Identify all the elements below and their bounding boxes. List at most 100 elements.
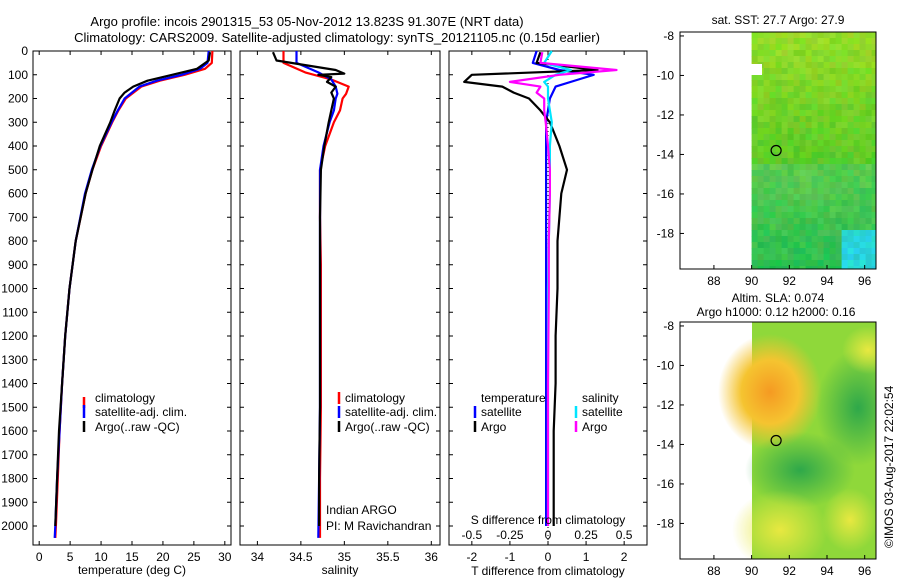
- sst-cell: [775, 110, 783, 117]
- sst-cell: [859, 122, 867, 129]
- sst-cell: [853, 74, 861, 81]
- sst-cell: [769, 164, 777, 171]
- sst-cell: [859, 50, 867, 57]
- sst-cell: [751, 164, 759, 171]
- sst-cell: [853, 62, 861, 69]
- longitude-tick-label: 88: [707, 564, 721, 578]
- sst-cell: [859, 62, 867, 69]
- sst-cell: [835, 74, 843, 81]
- sst-cell: [847, 116, 855, 123]
- sst-cell: [811, 254, 819, 261]
- sst-cell: [871, 254, 876, 261]
- sst-cell: [853, 50, 861, 57]
- sst-cell: [763, 98, 771, 105]
- sst-cell: [847, 236, 855, 243]
- sst-cell: [841, 236, 849, 243]
- sst-cell: [829, 188, 837, 195]
- sst-cell: [793, 230, 801, 237]
- sst-heatmap: [751, 32, 876, 269]
- sst-cell: [835, 182, 843, 189]
- sst-cell: [757, 86, 765, 93]
- sst-cell: [841, 110, 849, 117]
- sst-cell: [793, 266, 801, 269]
- sst-cell: [751, 194, 759, 201]
- sst-cell: [763, 170, 771, 177]
- sst-cell: [865, 218, 873, 225]
- sst-cell: [763, 122, 771, 129]
- sst-cell: [829, 200, 837, 207]
- longitude-tick-label: 94: [820, 274, 834, 288]
- sst-cell: [757, 146, 765, 153]
- sst-cell: [871, 194, 876, 201]
- sst-cell: [841, 254, 849, 261]
- sst-cell: [847, 260, 855, 267]
- sst-cell: [847, 170, 855, 177]
- sst-cell: [787, 38, 795, 45]
- sst-cell: [781, 164, 789, 171]
- sst-cell: [829, 212, 837, 219]
- sla-mid-anomaly-southeast: [822, 488, 876, 552]
- sst-cell: [781, 242, 789, 249]
- sst-cell: [787, 140, 795, 147]
- x-tick-label: 2: [621, 550, 628, 564]
- sst-cell: [859, 134, 867, 141]
- sst-cell: [853, 176, 861, 183]
- sst-cell: [817, 158, 825, 165]
- sst-cell: [841, 230, 849, 237]
- sst-cell: [823, 134, 831, 141]
- depth-tick-label: 900: [8, 258, 28, 272]
- sst-cell: [799, 38, 807, 45]
- sst-cell: [805, 56, 813, 63]
- latitude-tick-label: -8: [663, 319, 674, 333]
- sst-cell: [835, 266, 843, 269]
- sst-cell: [853, 122, 861, 129]
- sst-cell: [781, 122, 789, 129]
- sst-cell: [847, 32, 855, 39]
- sst-cell: [793, 110, 801, 117]
- sst-cell: [799, 32, 807, 39]
- sst-cell: [871, 146, 876, 153]
- temperature-panel: 0100200300400500600700800900100011001200…: [1, 44, 232, 577]
- sst-cell: [847, 164, 855, 171]
- sst-cell: [763, 182, 771, 189]
- sst-cell: [841, 266, 849, 269]
- legend-label-s-satellite: satellite: [582, 405, 623, 419]
- x-tick-label: 35: [338, 550, 352, 564]
- sst-cell: [835, 212, 843, 219]
- sst-cell: [817, 206, 825, 213]
- sst-cell: [799, 116, 807, 123]
- latitude-tick-label: -10: [657, 358, 675, 372]
- sst-cell: [871, 86, 876, 93]
- sst-cell: [853, 98, 861, 105]
- sst-cell: [871, 224, 876, 231]
- series-line-argo-raw-qc-: [271, 51, 346, 526]
- sst-cell: [847, 122, 855, 129]
- sst-cell: [823, 248, 831, 255]
- sst-cell: [859, 104, 867, 111]
- longitude-tick-label: 92: [783, 564, 797, 578]
- sst-cell: [751, 170, 759, 177]
- sst-cell: [817, 248, 825, 255]
- sla-latitude-ticks: -8 -10 -12 -14 -16 -18: [657, 319, 684, 530]
- sst-cell: [841, 80, 849, 87]
- longitude-tick-label: 88: [707, 274, 721, 288]
- depth-tick-label: 600: [8, 187, 28, 201]
- pi-annotation: PI: M Ravichandran: [326, 519, 431, 533]
- sst-cell: [823, 188, 831, 195]
- sst-cell: [763, 146, 771, 153]
- sst-cell: [865, 134, 873, 141]
- sst-cell: [769, 92, 777, 99]
- sst-cell: [799, 68, 807, 75]
- sst-cell: [823, 92, 831, 99]
- sst-cell: [763, 212, 771, 219]
- depth-tick-label: 1500: [1, 400, 28, 414]
- legend-header-temperature: temperature: [481, 391, 546, 405]
- sst-cell: [841, 56, 849, 63]
- sst-cell: [757, 200, 765, 207]
- sst-cell: [811, 182, 819, 189]
- sst-cell: [841, 134, 849, 141]
- sst-cell: [757, 122, 765, 129]
- sst-cell: [811, 56, 819, 63]
- sst-cell: [757, 224, 765, 231]
- sst-cell: [805, 80, 813, 87]
